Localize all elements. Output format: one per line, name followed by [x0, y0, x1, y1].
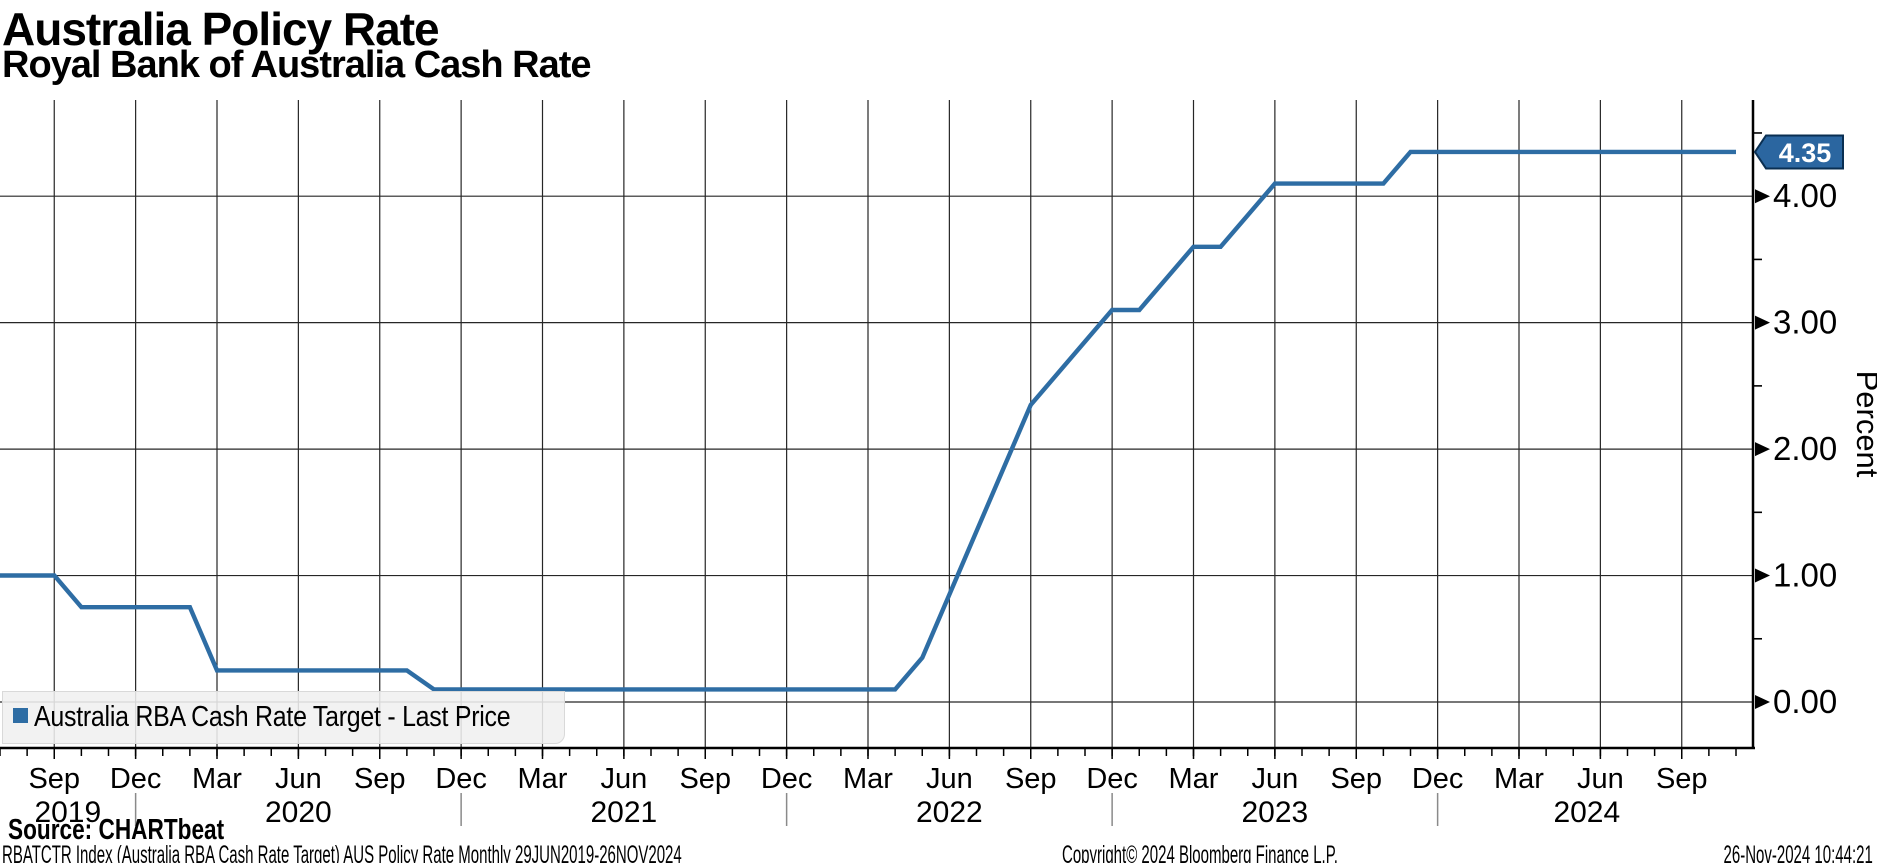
year-label: 2019 [34, 796, 101, 829]
y-tick-arrow-icon [1755, 315, 1770, 330]
x-tick-label: Dec [435, 763, 487, 795]
x-tick-label: Jun [1577, 763, 1624, 795]
x-tick-label: Jun [1251, 763, 1298, 795]
y-tick-arrow-icon [1755, 568, 1770, 583]
legend-swatch-icon [13, 708, 28, 723]
x-tick-label: Sep [354, 763, 406, 795]
x-tick-label: Mar [1169, 763, 1219, 795]
year-label: 2020 [265, 796, 332, 829]
year-label: 2021 [591, 796, 658, 829]
x-tick-label: Dec [1086, 763, 1138, 795]
y-axis-title: Percent [1850, 371, 1877, 478]
chart-description: RBATCTR Index (Australia RBA Cash Rate T… [2, 841, 682, 863]
y-tick-label: 3.00 [1773, 304, 1837, 341]
year-label: 2024 [1553, 796, 1620, 829]
timestamp-label: 26-Nov-2024 10:44:21 [1723, 841, 1873, 863]
x-tick-label: Dec [1412, 763, 1464, 795]
x-tick-label: Jun [926, 763, 973, 795]
last-price-label: 4.35 [1779, 138, 1832, 168]
legend-item[interactable]: Australia RBA Cash Rate Target - Last Pr… [2, 691, 565, 744]
x-tick-label: Jun [600, 763, 647, 795]
y-tick-label: 1.00 [1773, 557, 1837, 594]
x-tick-label: Mar [843, 763, 893, 795]
page-title: Australia Policy Rate [2, 3, 440, 55]
y-tick-label: 0.00 [1773, 683, 1837, 720]
y-tick-label: 2.00 [1773, 430, 1837, 467]
x-tick-label: Sep [1656, 763, 1708, 795]
y-tick-label: 4.00 [1773, 177, 1837, 214]
legend-label: Australia RBA Cash Rate Target - Last Pr… [34, 701, 511, 733]
x-tick-label: Sep [28, 763, 80, 795]
source-label: Source: CHARTbeat [8, 814, 225, 846]
y-tick-arrow-icon [1755, 695, 1770, 709]
x-tick-label: Mar [518, 763, 568, 795]
year-label: 2022 [916, 796, 983, 829]
x-tick-label: Mar [192, 763, 242, 795]
y-tick-arrow-icon [1755, 442, 1770, 457]
x-tick-label: Sep [1330, 763, 1382, 795]
x-tick-label: Dec [761, 763, 813, 795]
page-subtitle: Royal Bank of Australia Cash Rate [2, 44, 592, 86]
last-price-badge [1753, 134, 1844, 170]
x-tick-label: Sep [679, 763, 731, 795]
copyright-label: Copyright© 2024 Bloomberg Finance L.P. [1062, 841, 1338, 863]
x-tick-label: Mar [1494, 763, 1544, 795]
rate-line [0, 149, 1736, 692]
x-tick-label: Sep [1005, 763, 1057, 795]
x-tick-label: Jun [275, 763, 322, 795]
x-tick-label: Dec [110, 763, 162, 795]
year-label: 2023 [1242, 796, 1309, 829]
y-tick-arrow-icon [1755, 189, 1770, 204]
